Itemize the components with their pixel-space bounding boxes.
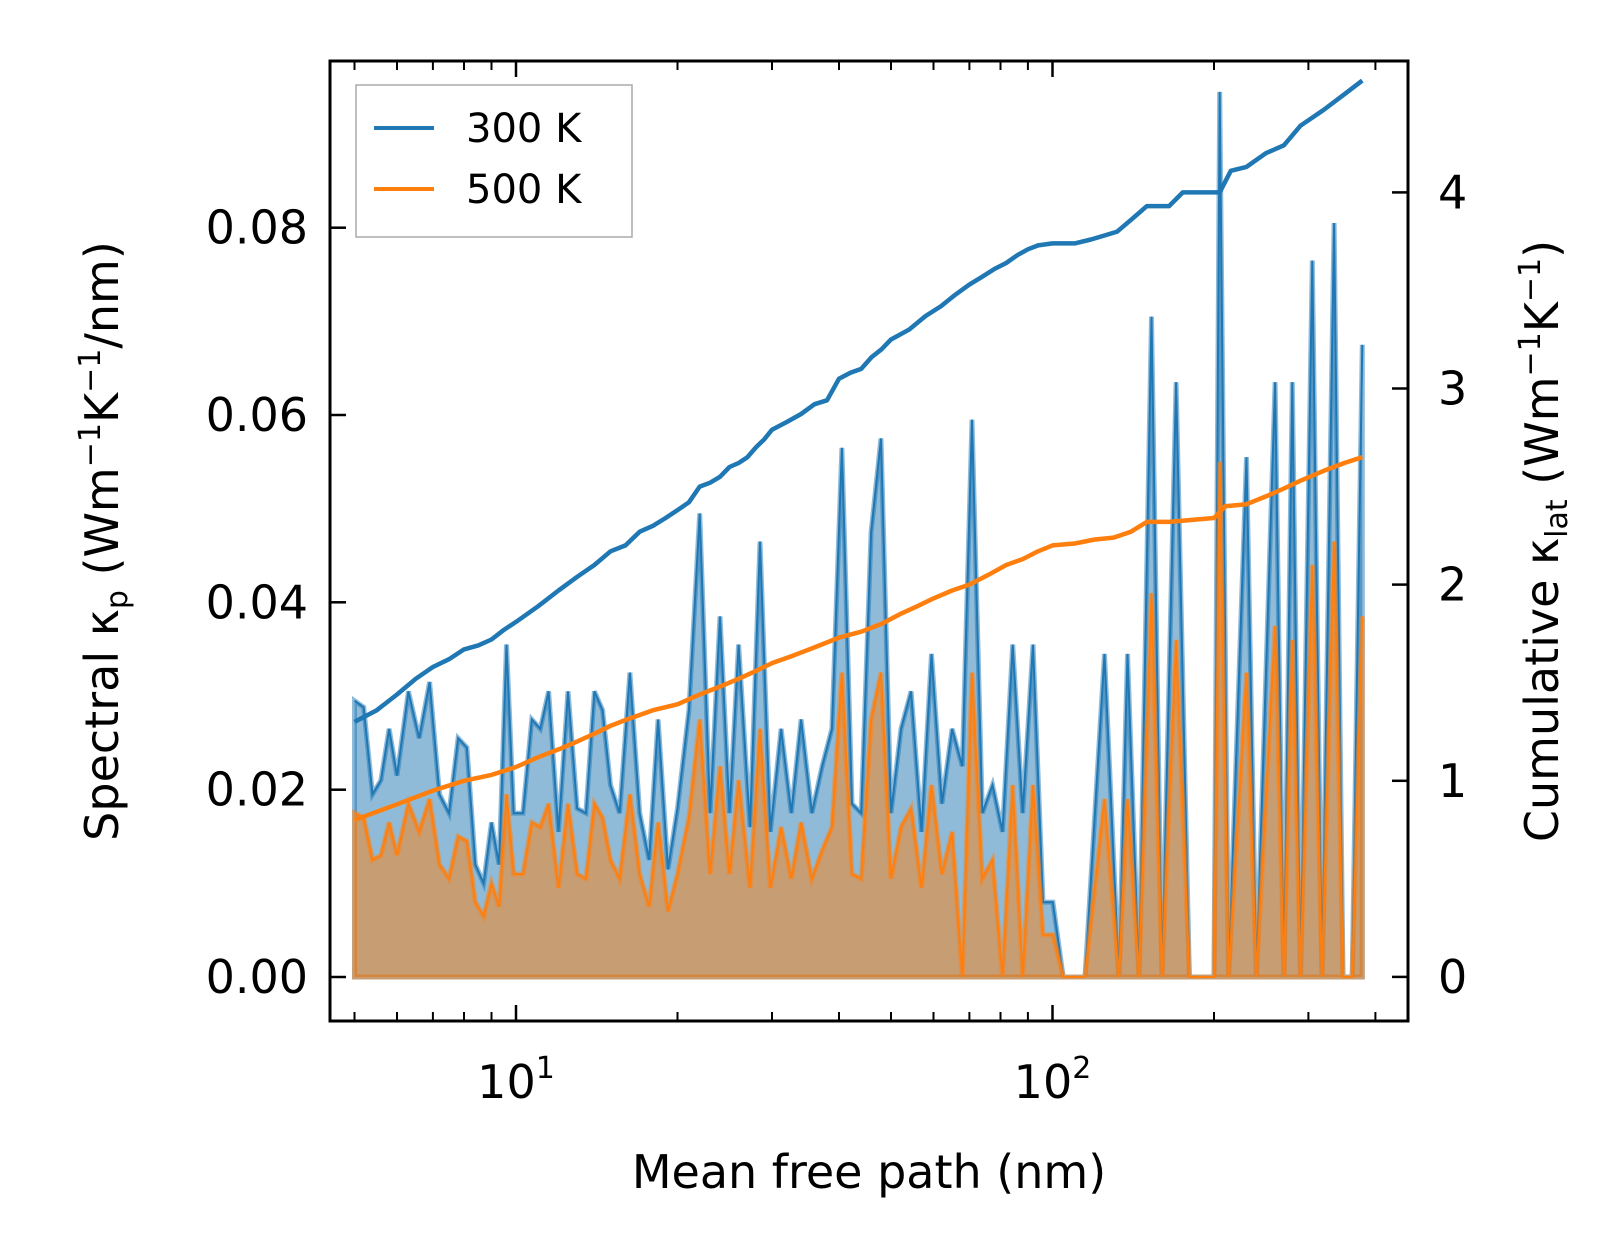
- y-tick-label: 0.04: [206, 575, 308, 629]
- spectral-fill-layer: [352, 91, 1365, 980]
- spectral-line-300k: [353, 91, 1364, 978]
- y2-tick-label: 1: [1438, 754, 1467, 808]
- y2-axis-title: Cumulative κlat (Wm−1K−1): [1513, 240, 1575, 842]
- axis-ticks-layer: 101 102 0.00 0.02 0.04 0.06 0.08 0 1 2 3 4: [206, 61, 1467, 1109]
- y-tick-label: 0.02: [206, 763, 308, 817]
- data-lines-layer: [353, 78, 1364, 823]
- cumulative-line-500k: [353, 455, 1363, 823]
- y2-tick-label: 4: [1438, 165, 1467, 219]
- y-tick-label: 0.06: [206, 388, 308, 442]
- y2-tick-label: 2: [1438, 558, 1467, 612]
- legend-label-300k: 300 K: [466, 106, 583, 152]
- y-tick-label: 0.08: [206, 201, 308, 255]
- legend-label-500k: 500 K: [466, 167, 583, 213]
- y2-tick-label: 0: [1438, 950, 1467, 1004]
- x-tick-label: 101: [477, 1051, 555, 1109]
- x-tick-label: 102: [1014, 1051, 1092, 1109]
- cumulative-line-300k: [353, 78, 1364, 724]
- y-axis-title: Spectral κp (Wm−1K−1/nm): [73, 241, 135, 841]
- x-axis-title: Mean free path (nm): [632, 1145, 1106, 1199]
- legend-box: [355, 84, 633, 238]
- plot-frame: [328, 59, 1410, 1023]
- spectral-line-500k: [354, 461, 1364, 978]
- y-tick-label: 0.00: [206, 950, 308, 1004]
- legend: 300 K 500 K: [355, 84, 633, 238]
- y2-tick-label: 3: [1438, 362, 1467, 416]
